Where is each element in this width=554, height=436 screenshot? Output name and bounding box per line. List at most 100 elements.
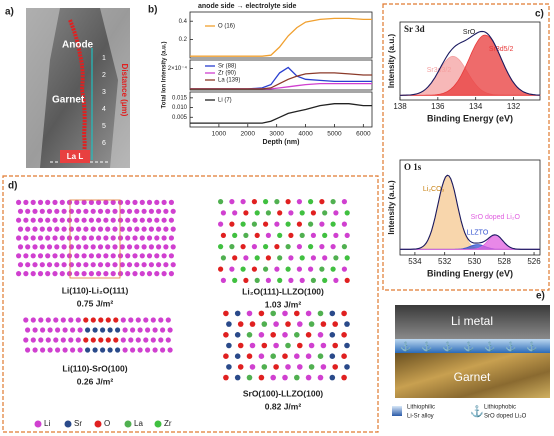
atom [125, 253, 131, 259]
x-tick-label: 2000 [241, 131, 256, 138]
atom [145, 327, 151, 333]
atom [59, 235, 65, 241]
atom [246, 353, 253, 360]
atom [30, 253, 36, 259]
atom [23, 217, 29, 223]
panel-label: e) [536, 291, 545, 302]
atom [258, 353, 265, 360]
atom [145, 347, 151, 353]
panel-label: a) [5, 7, 14, 18]
atom [112, 262, 118, 268]
atom [168, 199, 174, 205]
atom [105, 208, 111, 214]
atom [330, 244, 336, 250]
atom [76, 208, 82, 214]
x-tick-label: 530 [468, 257, 482, 266]
atom [282, 374, 288, 381]
atom [134, 244, 140, 250]
atom [66, 235, 73, 241]
atom [54, 226, 60, 232]
atom [25, 327, 31, 333]
atom [137, 347, 143, 353]
plot-frame [189, 91, 373, 128]
x-tick-label: 532 [438, 257, 452, 266]
atom [126, 226, 133, 232]
legend-atom [34, 420, 42, 428]
atom [170, 244, 176, 250]
atom [37, 253, 44, 259]
atom [265, 277, 271, 283]
atom [305, 310, 312, 317]
y-axis-label: Intensity (a.u.) [387, 34, 396, 89]
structure-energy: 1.03 J/m² [265, 299, 302, 309]
atom [249, 364, 256, 370]
atom [92, 327, 98, 333]
atom [45, 235, 51, 241]
x-tick-label: 1000 [212, 131, 227, 138]
atom [83, 337, 89, 343]
atom [170, 226, 176, 232]
atom [90, 244, 96, 250]
atom [74, 271, 80, 277]
atom [88, 199, 94, 205]
atom [158, 317, 164, 323]
atom [308, 199, 314, 205]
legend-label: O (16) [218, 24, 235, 30]
atom [282, 353, 288, 360]
atom [150, 317, 156, 323]
atom [273, 342, 279, 349]
atom [97, 244, 104, 250]
atom [261, 364, 268, 370]
atom [163, 208, 169, 214]
atom [223, 332, 229, 338]
atom [344, 232, 350, 238]
atom [83, 262, 89, 268]
atom [59, 271, 65, 277]
atom [274, 199, 280, 205]
atom [273, 364, 279, 370]
atom [341, 374, 347, 381]
atom [270, 310, 277, 317]
atom [90, 262, 96, 268]
x-tick-label: 528 [498, 257, 512, 266]
structure-name: Li₂O(111)-LLZO(100) [242, 286, 324, 296]
atom [68, 317, 74, 323]
atom [37, 217, 44, 223]
atom [270, 374, 277, 381]
atom [296, 221, 302, 227]
atom [30, 235, 36, 241]
atom [59, 253, 65, 259]
atom [294, 374, 300, 381]
atom [168, 217, 174, 223]
atom [150, 337, 156, 343]
y-tick-label: 0.2 [179, 37, 188, 43]
atom [261, 321, 268, 327]
distance-tick: 2 [102, 72, 106, 79]
anchor-icon: ⚓ [421, 340, 432, 351]
atom [119, 244, 125, 250]
atom [161, 271, 167, 277]
atom [154, 217, 160, 223]
atom [25, 208, 31, 214]
distance-label: Distance (μm) [120, 64, 129, 117]
structure-energy: 0.82 J/m² [265, 401, 302, 411]
legend-label: Zr (90) [218, 71, 236, 77]
atom [143, 337, 149, 343]
atom [112, 208, 118, 214]
atom [146, 271, 153, 277]
atom [113, 337, 119, 343]
atom [125, 217, 131, 223]
legend-atom [154, 420, 162, 428]
atom [308, 244, 314, 250]
atom [83, 208, 89, 214]
distance-tick: 5 [102, 123, 106, 130]
panel-d-frame [2, 175, 379, 433]
x-tick-label: 6000 [356, 131, 371, 138]
atom [23, 253, 29, 259]
atom [119, 208, 125, 214]
atom [243, 210, 249, 216]
atom [46, 226, 53, 232]
atom [251, 266, 257, 272]
eds-line [68, 19, 87, 161]
atom [105, 337, 111, 343]
